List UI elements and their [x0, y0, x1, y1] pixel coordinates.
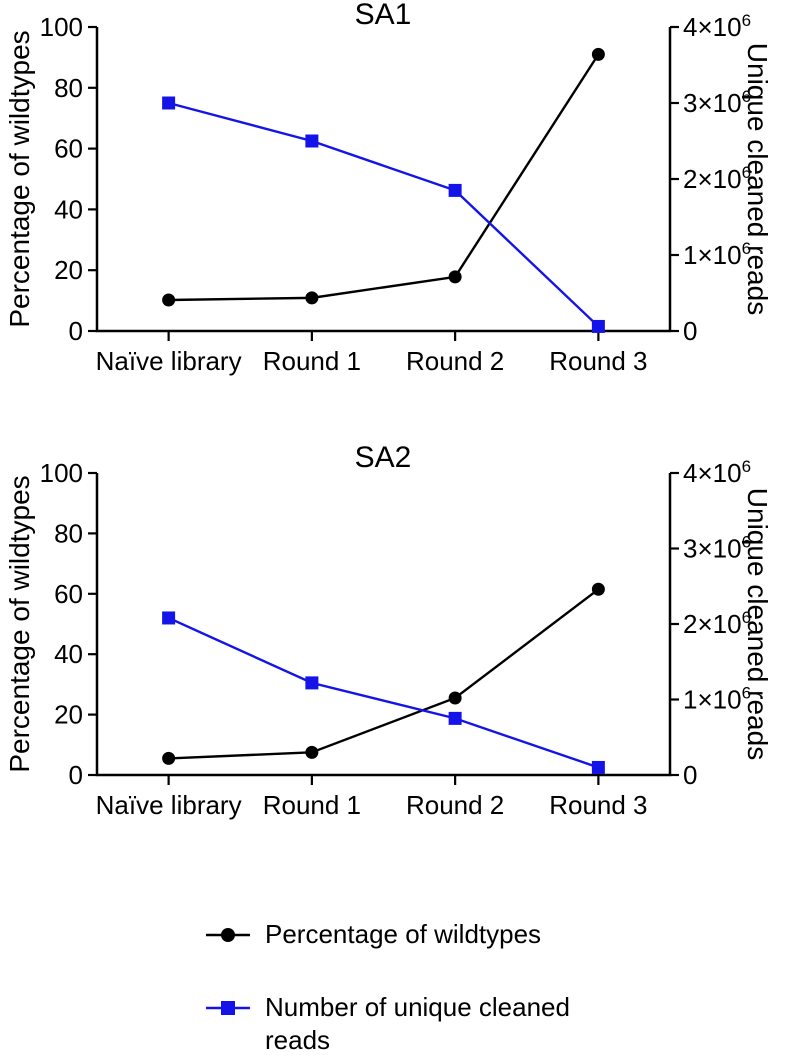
x-category-label: Round 3 [549, 346, 647, 376]
data-point [305, 745, 319, 759]
right-tick-label: 3×106 [683, 533, 751, 564]
data-point [448, 183, 462, 197]
x-category-label: Round 2 [406, 346, 504, 376]
legend-item-unique-reads: Number of unique cleaned reads [205, 991, 585, 1057]
data-point [162, 751, 176, 765]
square-marker-icon [206, 1001, 250, 1015]
axis-frame [95, 27, 672, 333]
data-point [162, 611, 176, 625]
left-tick-label: 100 [40, 458, 83, 488]
left-tick-label: 0 [69, 760, 83, 790]
data-point [591, 760, 605, 774]
legend-item-wildtypes: Percentage of wildtypes [205, 918, 585, 951]
x-category-label: Naïve library [96, 346, 242, 376]
left-tick-label: 40 [54, 194, 83, 224]
data-point [448, 691, 462, 705]
data-point [305, 291, 319, 305]
chart-sa1: SA1 Percentage of wildtypes Unique clean… [0, 0, 797, 400]
data-point [162, 293, 176, 307]
series-line [168, 101, 600, 328]
right-tick-label: 3×106 [683, 87, 751, 118]
right-tick-label: 1×106 [683, 684, 751, 715]
x-category-label: Naïve library [96, 790, 242, 820]
legend-point [221, 1001, 235, 1015]
left-tick-label: 60 [54, 579, 83, 609]
data-point [448, 270, 462, 284]
left-tick-label: 100 [40, 12, 83, 42]
left-tick-label: 20 [54, 700, 83, 730]
x-category-label: Round 3 [549, 790, 647, 820]
data-point [305, 676, 319, 690]
right-tick-label: 4×106 [683, 11, 751, 42]
series-line [168, 616, 599, 769]
legend-point [221, 928, 235, 942]
data-point [305, 134, 319, 148]
legend-label: Number of unique cleaned reads [265, 992, 570, 1055]
series-line [168, 53, 600, 302]
left-tick-label: 60 [54, 134, 83, 164]
data-point [591, 47, 605, 61]
circle-marker-icon [206, 928, 250, 942]
left-tick-label: 40 [54, 639, 83, 669]
left-tick-label: 0 [69, 316, 83, 346]
plot-area-sa1: 0 20 40 60 80 100 0 1×106 2×106 3×106 4×106 Naïve l… [40, 11, 751, 376]
plot-area-sa2: 0 20 40 60 80 100 0 1×106 2×106 3×106 4×106 Naïve l… [40, 457, 751, 820]
right-tick-label: 0 [683, 316, 697, 346]
right-tick-label: 2×106 [683, 608, 751, 639]
right-tick-label: 2×106 [683, 163, 751, 194]
left-tick-label: 80 [54, 73, 83, 103]
data-point [591, 319, 605, 333]
x-category-label: Round 2 [406, 790, 504, 820]
left-tick-label: 20 [54, 255, 83, 285]
legend-label: Percentage of wildtypes [265, 919, 542, 949]
data-point [162, 96, 176, 110]
series-line [168, 588, 600, 760]
data-point [448, 711, 462, 725]
right-tick-label: 1×106 [683, 239, 751, 270]
legend: Percentage of wildtypes Number of unique… [205, 918, 585, 1057]
chart-sa2: SA2 Percentage of wildtypes Unique clean… [0, 430, 797, 830]
left-tick-label: 80 [54, 518, 83, 548]
chart-title-sa1: SA1 [354, 0, 412, 31]
data-point [591, 582, 605, 596]
x-category-label: Round 1 [263, 346, 361, 376]
right-tick-label: 0 [683, 760, 697, 790]
x-category-label: Round 1 [263, 790, 361, 820]
chart-title-sa2: SA2 [354, 441, 412, 474]
right-tick-label: 4×106 [683, 457, 751, 488]
